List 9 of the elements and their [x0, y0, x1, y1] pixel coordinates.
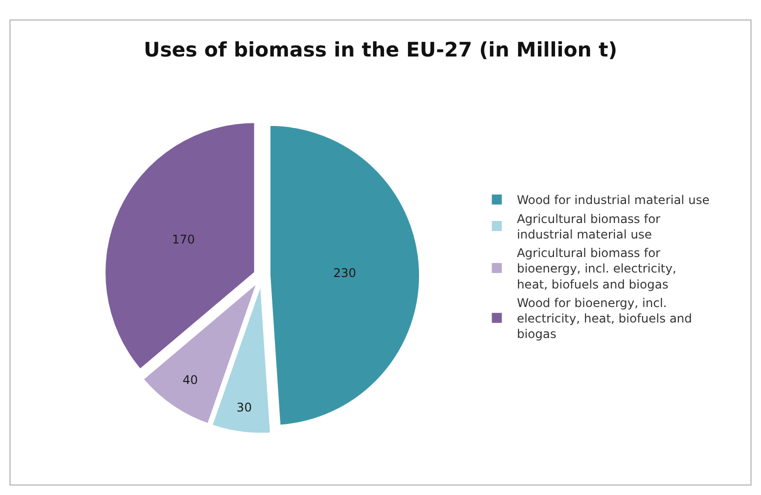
legend-label: Agricultural biomass for industrial material use [516, 212, 660, 242]
legend-label: Agricultural biomass for bioenergy, incl. electricity, heat, biofuels and biogas [516, 246, 676, 292]
legend-label: Wood for industrial material use [516, 193, 710, 208]
data-label: 40 [182, 373, 198, 388]
legend-label: Wood for bioenergy, incl. electricity, heat, biofuels and biogas [516, 296, 692, 342]
data-label: 30 [236, 400, 252, 415]
data-label: 170 [172, 232, 195, 246]
data-label: 230 [333, 266, 356, 280]
chart-title: Uses of biomass in the EU-27 (in Million t) [144, 38, 618, 62]
